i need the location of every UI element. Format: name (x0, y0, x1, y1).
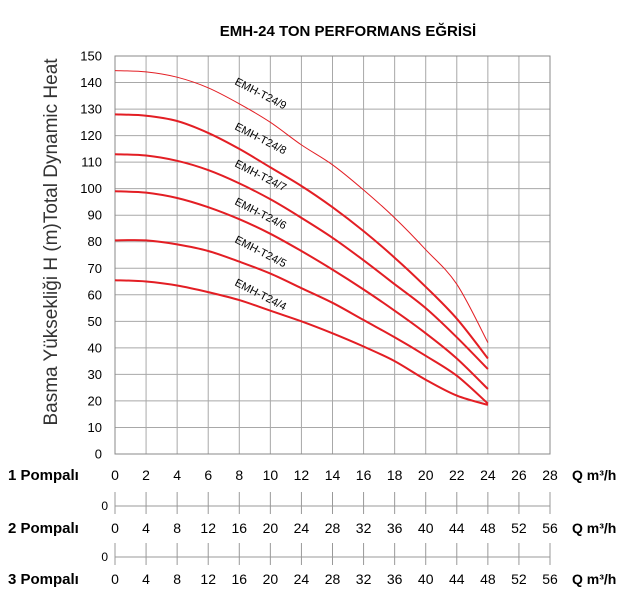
x-tick-label: 2 (142, 467, 150, 483)
x-tick-label: 48 (480, 520, 496, 536)
y-tick-label: 110 (81, 155, 102, 170)
x-tick-label: 44 (449, 520, 465, 536)
y-tick-label: 150 (80, 49, 102, 64)
x-tick-label: 56 (542, 571, 558, 587)
x-tick-label: 12 (200, 571, 216, 587)
x-axis-row-label: 1 Pompalı (8, 467, 79, 484)
x-tick-label: 16 (231, 520, 247, 536)
x-axis-row-label: 3 Pompalı (8, 571, 79, 588)
y-tick-label: 0 (95, 447, 102, 462)
y-tick-label: 30 (88, 367, 102, 382)
y-axis-ticks: 0 10 20 30 40 50 60 70 80 90 100 110 120 130 140 150 (80, 49, 102, 462)
x-tick-label: 8 (173, 571, 181, 587)
x-tick-label: 12 (200, 520, 216, 536)
x-tick-label: 4 (142, 571, 150, 587)
curve-label: EMH-T24/9 (233, 76, 289, 112)
secondary-axis-zero: 0 (101, 550, 108, 564)
secondary-axis-zero: 0 (101, 499, 108, 513)
y-tick-label: 130 (80, 102, 102, 117)
x-tick-label: 24 (480, 467, 496, 483)
x-tick-label: 36 (387, 571, 403, 587)
x-tick-label: 28 (325, 520, 341, 536)
x-tick-label: 26 (511, 467, 527, 483)
x-tick-label: 40 (418, 520, 434, 536)
y-tick-label: 20 (88, 393, 102, 408)
y-tick-label: 70 (88, 261, 102, 276)
x-axis-unit: Q m³/h (572, 520, 616, 536)
y-tick-label: 140 (80, 75, 102, 90)
x-tick-label: 36 (387, 520, 403, 536)
x-tick-label: 22 (449, 467, 465, 483)
curves (114, 70, 489, 406)
x-tick-label: 28 (325, 571, 341, 587)
x-axis-unit: Q m³/h (572, 467, 616, 483)
x-tick-label: 6 (204, 467, 212, 483)
x-axis-unit: Q m³/h (572, 571, 616, 587)
x-tick-label: 8 (235, 467, 243, 483)
x-tick-label: 52 (511, 520, 527, 536)
x-tick-label: 18 (387, 467, 403, 483)
x-tick-label: 32 (356, 571, 372, 587)
curve-emh-t24-4 (114, 279, 489, 406)
x-tick-label: 0 (111, 467, 119, 483)
y-tick-label: 50 (88, 314, 102, 329)
x-axis-row-label: 2 Pompalı (8, 520, 79, 537)
x-tick-label: 10 (263, 467, 279, 483)
x-tick-label: 12 (294, 467, 310, 483)
y-axis-title: Basma Yüksekliği H (m)Total Dynamic Heat (41, 58, 62, 426)
x-tick-label: 52 (511, 571, 527, 587)
x-tick-label: 8 (173, 520, 181, 536)
curve-label: EMH-T24/8 (233, 121, 289, 157)
x-tick-label: 4 (142, 520, 150, 536)
curve-label: EMH-T24/6 (233, 196, 289, 232)
y-tick-label: 40 (88, 340, 102, 355)
curve-emh-t24-7 (114, 153, 489, 370)
x-tick-label: 48 (480, 571, 496, 587)
x-tick-label: 14 (325, 467, 341, 483)
y-tick-label: 90 (88, 208, 102, 223)
x-tick-label: 20 (263, 520, 279, 536)
x-tick-label: 0 (111, 571, 119, 587)
x-axes: 1 Pompalı 0 2 4 6 8 10 12 14 16 18 20 22 24 26 28 Q m³/h… (8, 467, 616, 588)
curve-emh-t24-8 (114, 113, 489, 360)
curve-emh-t24-6 (114, 190, 489, 390)
x-tick-label: 28 (542, 467, 558, 483)
y-tick-label: 80 (88, 234, 102, 249)
x-tick-label: 24 (294, 571, 310, 587)
x-tick-label: 56 (542, 520, 558, 536)
x-tick-label: 44 (449, 571, 465, 587)
plot-border (114, 55, 551, 455)
y-tick-label: 60 (88, 287, 102, 302)
x-tick-label: 16 (356, 467, 372, 483)
x-tick-label: 16 (231, 571, 247, 587)
x-tick-label: 20 (418, 467, 434, 483)
x-tick-label: 32 (356, 520, 372, 536)
curve-emh-t24-9 (114, 70, 489, 343)
grid (114, 55, 551, 455)
y-tick-label: 10 (88, 420, 102, 435)
chart-title: EMH-24 TON PERFORMANS EĞRİSİ (220, 22, 476, 40)
x-tick-label: 4 (173, 467, 181, 483)
x-tick-label: 20 (263, 571, 279, 587)
y-tick-label: 120 (80, 128, 102, 143)
x-tick-label: 0 (111, 520, 119, 536)
curve-emh-t24-5 (114, 239, 489, 405)
y-tick-label: 100 (80, 181, 102, 196)
x-tick-label: 24 (294, 520, 310, 536)
x-tick-label: 40 (418, 571, 434, 587)
